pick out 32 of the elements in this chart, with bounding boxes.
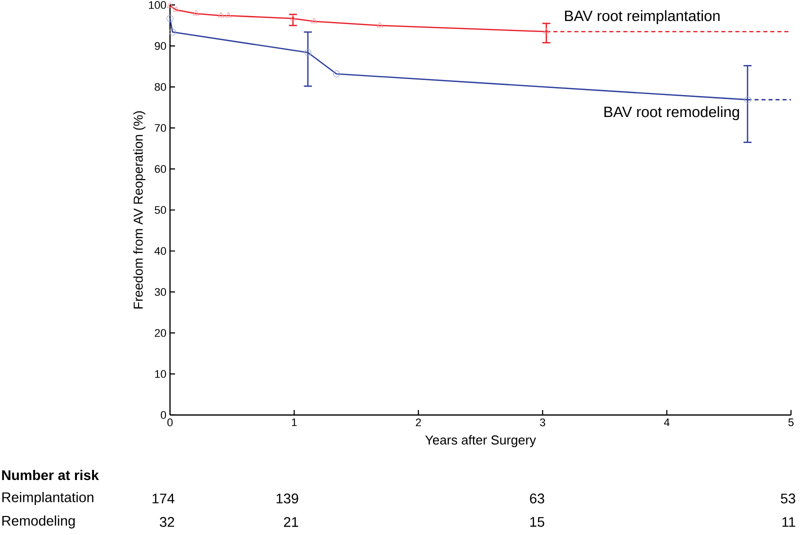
x-tick-label: 2	[416, 418, 421, 426]
text: 53	[780, 494, 796, 504]
text: 139	[276, 494, 298, 504]
y-tick-label: 60	[154, 165, 166, 173]
y-tick-label: 10	[155, 370, 166, 378]
x-axis-title: Years after Surgery	[425, 435, 536, 448]
y-tick-label: 40	[154, 247, 166, 255]
y-tick-label: 30	[154, 288, 166, 296]
text: 174	[152, 494, 174, 504]
text: 15	[530, 517, 544, 527]
y-tick-label: 100	[149, 1, 166, 9]
y-axis-title: Freedom from AV Reoperation (%)	[133, 111, 146, 308]
x-tick-label: 1	[292, 418, 297, 426]
y-tick-label: 0	[160, 411, 166, 419]
y-tick-label: 70	[154, 124, 166, 132]
x-tick-label: 3	[540, 418, 546, 426]
text: 11	[782, 517, 796, 527]
x-tick-label: 5	[788, 418, 794, 426]
series-label: BAV root remodeling	[604, 106, 740, 120]
y-tick-label: 20	[154, 329, 166, 337]
text: 32	[160, 517, 174, 527]
y-tick-label: 80	[154, 83, 166, 91]
y-tick-label: 90	[154, 42, 166, 50]
series-label: BAV root reimplantation	[565, 10, 720, 24]
text: Number at risk	[2, 470, 99, 480]
text: Reimplantation	[2, 492, 94, 505]
text: Remodeling	[2, 515, 75, 528]
text: 63	[530, 494, 544, 504]
x-tick-label: 0	[167, 418, 173, 426]
text: 21	[284, 517, 298, 527]
y-tick-label: 50	[154, 206, 166, 214]
x-tick-label: 4	[664, 418, 670, 426]
